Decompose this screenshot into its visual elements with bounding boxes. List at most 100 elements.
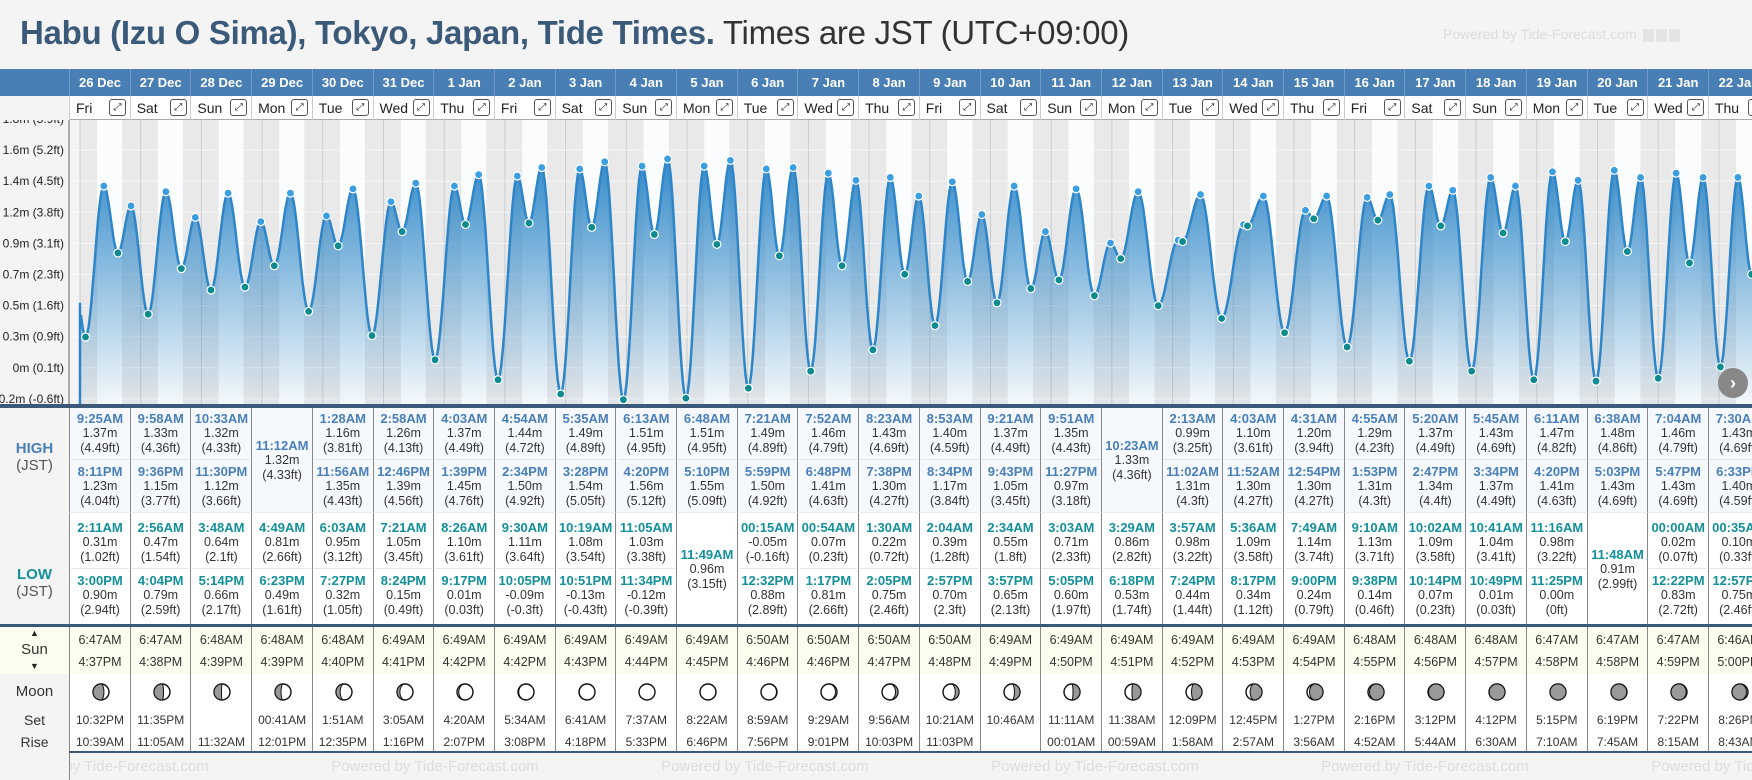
sunset-time: 4:43PM	[564, 655, 608, 669]
expand-day-button[interactable]: ⤢	[1201, 99, 1219, 116]
day-column: 7 Jan Wed ⤢ 7:52AM 1.46m (4.79ft) 6:48PM 1.41m(…	[797, 69, 859, 752]
low-tide-entry: 8:24PM 0.15m (0.49ft)	[374, 568, 433, 620]
low-tide-time: 12:57PM	[1712, 573, 1752, 588]
moonset-time: 5:15PM	[1536, 713, 1578, 727]
high-tide-entry: 6:38AM 1.48m (4.86ft)	[1589, 409, 1647, 458]
moon-phase-icon	[638, 683, 656, 701]
expand-day-button[interactable]: ⤢	[1444, 99, 1462, 116]
low-tide-time: 7:27PM	[320, 573, 366, 588]
low-tide-height-ft: (2.82ft)	[1112, 550, 1152, 564]
high-tide-time: 11:27PM	[1045, 464, 1098, 479]
low-tide-entry: 9:17PM 0.01m (0.03ft)	[435, 568, 493, 620]
low-tide-time: 11:25PM	[1530, 573, 1583, 588]
expand-day-button[interactable]: ⤢	[837, 99, 855, 116]
high-tide-height-ft: (4.59ft)	[929, 441, 970, 455]
expand-day-button[interactable]: ⤢	[533, 99, 551, 116]
expand-day-button[interactable]: ⤢	[655, 99, 673, 116]
date-label: 4 Jan	[615, 69, 676, 96]
expand-day-button[interactable]: ⤢	[1626, 99, 1644, 116]
expand-day-button[interactable]: ⤢	[1747, 99, 1752, 116]
high-tide-time: 10:33AM	[194, 411, 249, 426]
divider	[0, 624, 1752, 627]
expand-icon: ⤢	[356, 102, 365, 113]
expand-day-button[interactable]: ⤢	[594, 99, 612, 116]
low-tide-time: 10:41AM	[1469, 520, 1523, 535]
expand-day-button[interactable]: ⤢	[412, 99, 430, 116]
low-tide-height-ft: (-0.43ft)	[563, 603, 608, 617]
low-tide-height-m: 0.34m	[1235, 588, 1271, 602]
high-tide-height-m: 1.23m	[82, 479, 118, 493]
expand-day-button[interactable]: ⤢	[1262, 99, 1280, 116]
moon-cell: 2:16PM 4:52AM	[1343, 674, 1405, 752]
moonset-label: Set	[23, 712, 45, 728]
high-tide-time: 7:52AM	[805, 411, 852, 426]
expand-day-button[interactable]: ⤢	[109, 99, 126, 116]
moon-label: Moon	[15, 683, 54, 700]
expand-day-button[interactable]: ⤢	[898, 99, 916, 116]
high-tide-entry: 1:53PM 1.31m (4.3ft)	[1345, 459, 1404, 511]
moon-phase-icon	[1488, 683, 1506, 701]
expand-day-button[interactable]: ⤢	[958, 99, 976, 116]
high-tide-height-m: 1.32m	[264, 452, 300, 467]
sunset-time: 4:42PM	[442, 655, 486, 669]
day-column: 11 Jan Sun ⤢ 9:51AM 1.35m (4.43ft) 11:27PM 0.97…	[1040, 69, 1102, 752]
low-tide-point	[587, 222, 597, 232]
expand-day-button[interactable]: ⤢	[1019, 99, 1037, 116]
expand-day-button[interactable]: ⤢	[473, 99, 491, 116]
expand-day-button[interactable]: ⤢	[291, 99, 309, 116]
expand-day-button[interactable]: ⤢	[716, 99, 733, 116]
high-tide-height-ft: (4.69ft)	[1658, 494, 1698, 508]
moon-phase-icon	[517, 683, 535, 701]
expand-day-button[interactable]: ⤢	[776, 99, 794, 116]
high-tide-height-ft: (4.95ft)	[626, 441, 667, 455]
moonrise-time: 12:01PM	[258, 735, 307, 749]
moon-cell: 12:09PM 1:58AM	[1161, 674, 1223, 752]
moon-phase-icon	[335, 683, 353, 701]
expand-day-button[interactable]: ⤢	[1080, 99, 1098, 116]
sun-cell: 6:47AM 4:59PM	[1647, 627, 1709, 674]
expand-day-button[interactable]: ⤢	[351, 99, 369, 116]
high-tide-cell: 2:13AM 0.99m (3.25ft) 11:02AM 1.31m (4.3ft)	[1161, 408, 1223, 512]
date-label: 27 Dec	[129, 69, 191, 96]
high-tide-entry: 7:52AM 1.46m (4.79ft)	[800, 409, 858, 458]
low-tide-time: 1:17PM	[805, 573, 852, 588]
high-tide-height-ft: (4.76ft)	[444, 494, 484, 508]
low-tide-height-m: 0.15m	[386, 588, 421, 602]
expand-day-button[interactable]: ⤢	[1140, 99, 1158, 116]
sunset-time: 4:48PM	[928, 655, 972, 669]
low-tide-height-m: -0.12m	[626, 588, 666, 602]
expand-day-button[interactable]: ⤢	[1323, 99, 1340, 116]
low-tide-time: 2:34AM	[987, 520, 1034, 535]
date-label: 29 Dec	[251, 69, 312, 96]
scroll-right-button[interactable]: ›	[1718, 368, 1748, 398]
sun-cell: 6:49AM 4:42PM	[493, 627, 555, 674]
expand-day-button[interactable]: ⤢	[1505, 99, 1523, 116]
sunrise-time: 6:48AM	[1474, 633, 1518, 647]
expand-day-button[interactable]: ⤢	[1383, 99, 1401, 116]
low-tide-time: 00:00AM	[1651, 520, 1705, 535]
expand-day-button[interactable]: ⤢	[230, 99, 248, 116]
moonset-time: 12:09PM	[1168, 713, 1217, 727]
low-tide-point	[930, 321, 940, 331]
low-tide-entry: 5:05PM 0.60m (1.97ft)	[1042, 568, 1100, 620]
low-tide-time: 00:35AM	[1712, 520, 1752, 535]
low-tide-time: 9:00PM	[1291, 573, 1337, 588]
high-tide-time: 11:12AM	[255, 437, 309, 453]
low-tide-height-ft: (1.12ft)	[1233, 603, 1274, 617]
low-tide-cell: 2:56AM 0.47m (1.54ft) 4:04PM 0.79m (2.59ft)	[129, 512, 191, 625]
low-tide-height-m: 0.53m	[1114, 588, 1150, 602]
high-tide-entry: 10:33AM 1.32m (4.33ft)	[193, 409, 251, 458]
high-tide-cell: 4:55AM 1.29m (4.23ft) 1:53PM 1.31m (4.3ft)	[1343, 408, 1405, 512]
expand-day-button[interactable]: ⤢	[1565, 99, 1583, 116]
weekday-label: Fri	[76, 100, 93, 116]
low-tide-height-ft: (2.66ft)	[808, 603, 849, 617]
moonset-time: 3:05AM	[382, 713, 425, 727]
low-tide-height-m: 0.01m	[1478, 588, 1514, 602]
low-tide-point	[113, 248, 123, 258]
sunrise-time: 6:48AM	[321, 633, 365, 647]
expand-day-button[interactable]: ⤢	[1687, 99, 1705, 116]
low-tide-cell: 1:30AM 0.22m (0.72ft) 2:05PM 0.75m (2.46ft)	[858, 512, 920, 625]
expand-day-button[interactable]: ⤢	[169, 99, 187, 116]
high-tide-point	[1009, 181, 1019, 191]
date-label: 15 Jan	[1283, 69, 1344, 96]
